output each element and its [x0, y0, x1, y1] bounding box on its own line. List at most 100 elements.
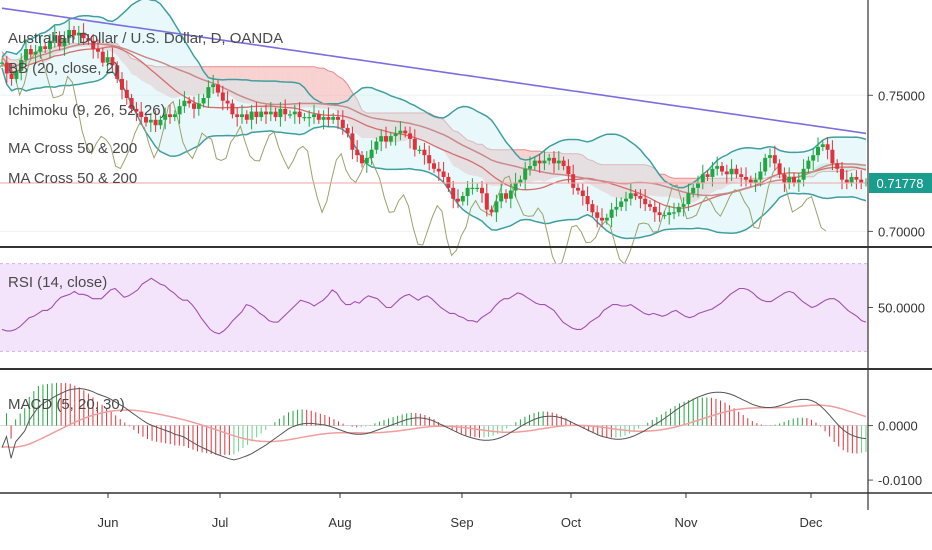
rsi-panel[interactable]: RSI (14, close)	[0, 263, 868, 352]
candle-body	[480, 187, 484, 194]
candle-body	[758, 171, 763, 180]
candle-body	[638, 196, 643, 199]
candle-body	[585, 196, 590, 205]
candle-body	[259, 111, 264, 118]
candle-body	[792, 176, 796, 183]
ichimoku-cloud-segment	[558, 152, 564, 177]
candle-body	[753, 179, 758, 183]
ichimoku-cloud-segment	[534, 151, 540, 182]
candle-body	[552, 157, 556, 164]
rsi-label: RSI (14, close)	[8, 274, 107, 291]
candle-body	[542, 160, 547, 164]
candle-body	[340, 119, 345, 128]
candle-body	[748, 179, 753, 183]
ichimoku-cloud-segment	[155, 66, 161, 93]
rsi-band	[0, 263, 868, 352]
candle-body	[547, 157, 552, 161]
price-axis-tick-label: 0.70000	[878, 224, 925, 239]
ichimoku-cloud-segment	[717, 178, 722, 190]
candle-body	[571, 174, 576, 188]
ichimoku-cloud-segment	[122, 49, 127, 67]
candle-body	[273, 111, 278, 118]
candle-body	[19, 59, 24, 71]
candle-body	[302, 117, 307, 119]
ichimoku-cloud-segment	[510, 149, 516, 186]
candle-body	[667, 212, 672, 216]
candle-body	[513, 182, 518, 191]
candle-body	[196, 103, 201, 109]
ichimoku-cloud-segment	[410, 112, 415, 139]
ichimoku-cloud-segment	[645, 164, 650, 198]
macd-axis-tick-label: 0.0000	[878, 419, 918, 434]
ichimoku-cloud-segment	[357, 99, 362, 139]
ichimoku-cloud-segment	[11, 59, 17, 71]
candle-body	[537, 160, 542, 164]
ichimoku-cloud-segment	[664, 174, 670, 197]
candle-body	[24, 49, 28, 60]
ichimoku-cloud-segment	[621, 164, 626, 200]
ichimoku-cloud-segment	[726, 178, 732, 186]
candle-body	[172, 114, 177, 118]
candle-body	[398, 130, 403, 134]
candle-body	[225, 100, 230, 104]
ichimoku-cloud-segment	[333, 72, 338, 112]
candle-body	[57, 35, 62, 47]
candle-body	[230, 103, 235, 115]
candle-body	[100, 51, 105, 63]
candle-body	[475, 187, 480, 190]
candle-body	[763, 157, 768, 172]
candle-body	[379, 136, 384, 142]
candle-body	[643, 198, 648, 205]
candle-body	[624, 198, 628, 202]
candle-body	[523, 168, 528, 180]
candle-body	[811, 155, 816, 161]
candle-body	[729, 168, 734, 175]
symbol-title: Australian Dollar / U.S. Dollar, D, OAND…	[8, 30, 283, 47]
ichimoku-cloud-segment	[261, 66, 266, 109]
candle-body	[465, 187, 470, 196]
ichimoku-cloud-segment	[237, 66, 242, 103]
ichimoku-cloud-segment	[722, 178, 727, 190]
candle-body	[201, 98, 206, 104]
candle-body	[580, 190, 585, 196]
candle-body	[600, 217, 604, 221]
ichimoku-cloud-segment	[50, 46, 55, 60]
candle-body	[76, 32, 81, 36]
ichimoku-cloud-segment	[635, 164, 641, 199]
ichimoku-cloud-segment	[501, 149, 506, 186]
candle-body	[192, 103, 196, 109]
ichimoku-cloud-segment	[251, 66, 257, 106]
candle-body	[9, 73, 14, 79]
candle-body	[67, 29, 72, 39]
ichimoku-cloud-segment	[443, 119, 449, 158]
indicator-ma-cross-label: MA Cross 50 & 200	[8, 140, 137, 157]
candle-body	[38, 46, 43, 52]
candle-body	[672, 212, 676, 214]
candle-body	[105, 57, 110, 63]
candle-body	[835, 163, 840, 169]
candle-body	[657, 212, 662, 216]
candle-body	[787, 176, 792, 183]
candle-body	[806, 160, 811, 169]
candle-body	[129, 98, 134, 109]
candle-body	[715, 166, 720, 169]
candle-body	[384, 136, 388, 142]
candle-body	[576, 187, 580, 191]
price-panel[interactable]: 0.71778	[0, 0, 932, 268]
ichimoku-cloud-segment	[539, 151, 545, 182]
candle-body	[91, 40, 96, 49]
bollinger-upper-band	[1, 0, 867, 189]
ichimoku-cloud-segment	[290, 66, 295, 108]
candle-body	[211, 84, 216, 88]
ichimoku-cloud-segment	[731, 178, 737, 184]
ichimoku-chikou	[0, 48, 827, 268]
candle-body	[782, 174, 787, 183]
macd-panel[interactable]: MACD (5, 20, 30)	[0, 382, 868, 461]
rsi-axis-tick-label: 50.0000	[878, 301, 925, 316]
candle-body	[604, 217, 609, 221]
legend-labels: Australian Dollar / U.S. Dollar, D, OAND…	[8, 30, 283, 187]
candle-body	[648, 204, 652, 207]
candle-body	[163, 114, 168, 120]
candle-body	[134, 108, 139, 112]
